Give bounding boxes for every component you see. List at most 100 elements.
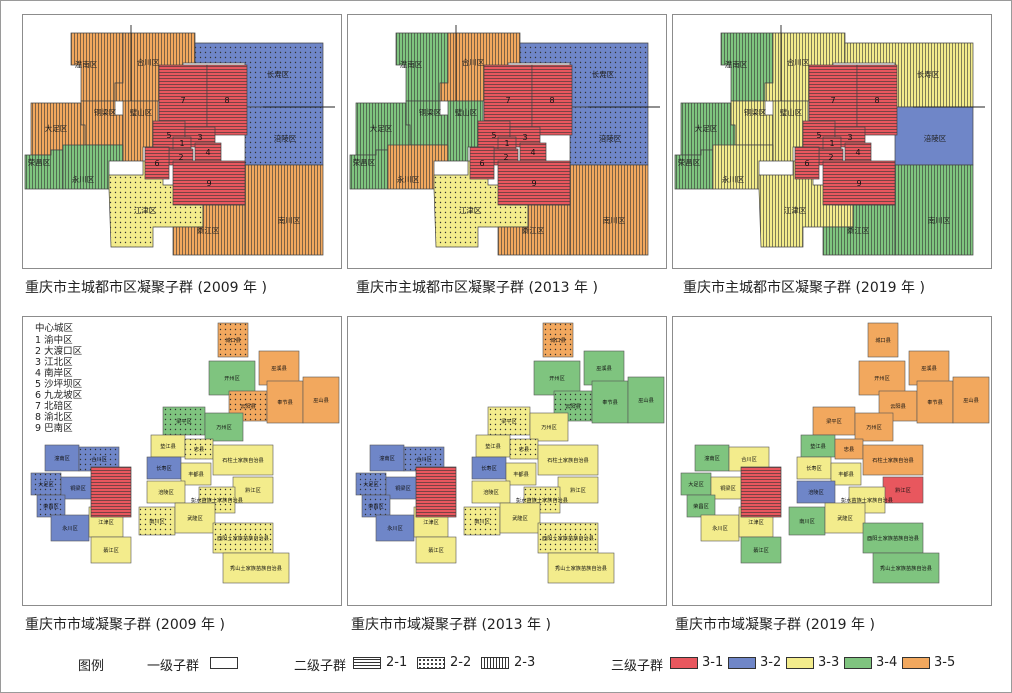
county-label-19: 涪陵区 bbox=[158, 488, 174, 496]
county-label-6: 梁平区 bbox=[826, 417, 842, 425]
caption-urban-2009: 重庆市主城都市区凝聚子群 (2009 年 ) bbox=[25, 280, 267, 296]
county-label-26: 綦江区 bbox=[428, 546, 444, 554]
core-number-4: 4 bbox=[855, 148, 860, 157]
county-label-24: 南川区 bbox=[799, 517, 815, 525]
county-label-19: 涪陵区 bbox=[808, 488, 824, 496]
county-label-6: 梁平区 bbox=[176, 417, 192, 425]
county-label-19: 涪陵区 bbox=[483, 488, 499, 496]
region-7 bbox=[24, 149, 64, 190]
district-label-2: 长寿区 bbox=[592, 69, 615, 79]
inset-legend-title: 中心城区 bbox=[35, 322, 74, 334]
county-label-5: 巫山县 bbox=[638, 396, 654, 404]
core-number-0: 7 bbox=[505, 96, 510, 105]
county-label-2: 开州区 bbox=[549, 375, 565, 382]
county-label-25: 武隆区 bbox=[187, 514, 203, 522]
county-0 bbox=[217, 322, 249, 358]
county-label-20: 黔江区 bbox=[245, 486, 261, 494]
district-label-8: 永川区 bbox=[397, 174, 420, 184]
county-label-23: 江津区 bbox=[98, 519, 114, 526]
county-label-28: 秀山土家族苗族自治县 bbox=[880, 564, 932, 572]
legend-swatch-3-4 bbox=[844, 657, 872, 669]
county-label-21: 彭水苗族土家族自治县 bbox=[841, 496, 893, 504]
core-number-7: 9 bbox=[206, 179, 211, 188]
core-number-0: 7 bbox=[830, 96, 835, 105]
map-panel-urban-2013: 潼南区 合川区 长寿区 铜梁区 璧山区 大足区 涪陵区 荣昌区 永川区 江津区 綦江区 南川区 7 8 5 3… bbox=[347, 14, 667, 269]
county-label-2: 开州区 bbox=[874, 375, 890, 382]
county-label-0: 城口县 bbox=[875, 337, 891, 344]
county-1 bbox=[258, 350, 300, 386]
county-label-5: 巫山县 bbox=[313, 396, 329, 404]
core-number-6: 6 bbox=[479, 159, 484, 168]
county-27 bbox=[537, 522, 599, 554]
district-label-5: 大足区 bbox=[370, 123, 393, 133]
county-label-13: 长寿区 bbox=[481, 464, 497, 472]
county-label-26: 綦江区 bbox=[753, 546, 769, 554]
core-number-2: 5 bbox=[816, 131, 821, 140]
core-number-8: 1 bbox=[179, 139, 184, 148]
county-28 bbox=[222, 552, 290, 584]
district-label-3: 铜梁区 bbox=[94, 107, 117, 117]
county-19 bbox=[471, 480, 511, 504]
caption-city-2009: 重庆市市域凝聚子群 (2009 年 ) bbox=[25, 617, 225, 633]
core-number-0: 7 bbox=[180, 96, 185, 105]
county-label-15: 大足区 bbox=[38, 480, 54, 488]
region-7 bbox=[349, 149, 389, 190]
core-number-8: 1 bbox=[504, 139, 509, 148]
city-core bbox=[740, 466, 782, 518]
county-10 bbox=[212, 444, 274, 476]
core-number-6: 6 bbox=[154, 159, 159, 168]
core-number-1: 8 bbox=[874, 96, 879, 105]
county-label-14: 丰都县 bbox=[838, 470, 854, 478]
district-label-0: 潼南区 bbox=[75, 59, 98, 69]
county-14 bbox=[180, 462, 212, 486]
county-label-9: 忠县 bbox=[194, 446, 204, 453]
county-label-14: 丰都县 bbox=[188, 470, 204, 478]
core-cell-1 bbox=[531, 64, 573, 136]
county-7 bbox=[204, 412, 244, 442]
district-label-7: 荣昌区 bbox=[28, 157, 51, 167]
county-label-5: 巫山县 bbox=[963, 396, 979, 404]
county-2 bbox=[208, 360, 256, 396]
county-11 bbox=[369, 444, 405, 472]
core-cell-8 bbox=[822, 136, 842, 150]
county-label-12: 合川区 bbox=[91, 455, 107, 463]
district-label-9: 江津区 bbox=[784, 206, 807, 215]
district-label-10: 綦江区 bbox=[197, 225, 220, 235]
county-label-22: 永川区 bbox=[712, 524, 728, 532]
core-cell-2 bbox=[802, 120, 836, 150]
county-label-3: 云阳县 bbox=[890, 402, 906, 410]
legend-level1-swatch bbox=[210, 657, 238, 669]
county-label-20: 黔江区 bbox=[895, 486, 911, 494]
district-label-2: 长寿区 bbox=[917, 69, 940, 79]
district-label-9: 江津区 bbox=[459, 206, 482, 215]
core-number-5: 2 bbox=[178, 153, 183, 162]
district-label-6: 涪陵区 bbox=[924, 133, 947, 143]
legend-swatch-2-3 bbox=[481, 657, 509, 669]
core-cell-7 bbox=[497, 160, 571, 206]
county-14 bbox=[505, 462, 537, 486]
core-cell-6 bbox=[144, 146, 170, 180]
legend-swatch-2-1 bbox=[353, 657, 381, 669]
county-label-18: 荣昌区 bbox=[368, 502, 384, 510]
legend-level2-label: 二级子群 bbox=[294, 659, 347, 674]
county-label-10: 石柱土家族自治县 bbox=[547, 456, 589, 464]
county-6 bbox=[487, 406, 531, 436]
core-cell-8 bbox=[172, 136, 192, 150]
county-0 bbox=[542, 322, 574, 358]
legend-swatch-3-5 bbox=[902, 657, 930, 669]
county-label-4: 奉节县 bbox=[602, 398, 618, 406]
region-11 bbox=[244, 164, 324, 256]
district-label-10: 綦江区 bbox=[847, 225, 870, 235]
inset-legend-item-3: 4 南岸区 bbox=[35, 367, 73, 379]
county-4 bbox=[266, 380, 304, 424]
district-label-5: 大足区 bbox=[695, 123, 718, 133]
legend-label-2-2: 2-2 bbox=[450, 655, 472, 670]
county-label-2: 开州区 bbox=[224, 375, 240, 382]
core-number-3: 3 bbox=[522, 133, 527, 142]
county-20 bbox=[882, 476, 924, 504]
core-cell-8 bbox=[497, 136, 517, 150]
county-label-11: 潼南区 bbox=[704, 454, 720, 462]
